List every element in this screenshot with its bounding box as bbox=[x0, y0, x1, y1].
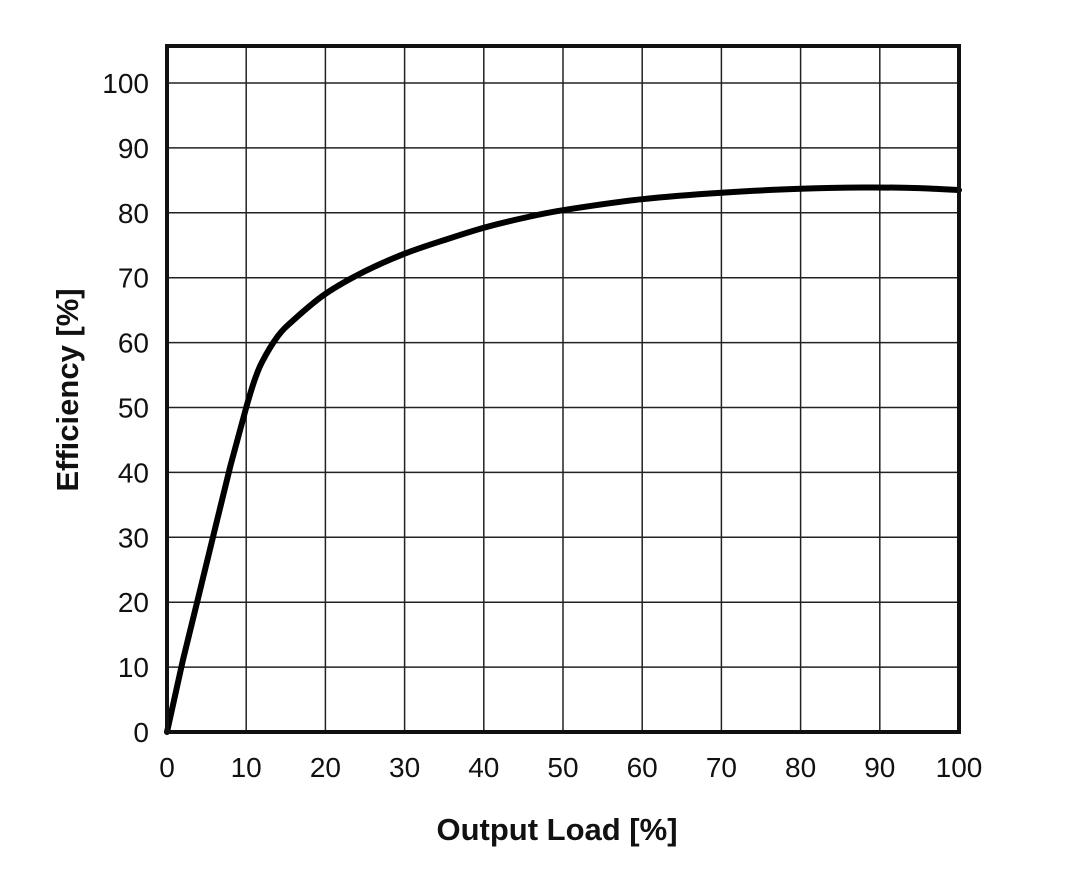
y-tick-label: 80 bbox=[118, 198, 149, 229]
efficiency-curve bbox=[164, 184, 962, 735]
y-tick-label: 90 bbox=[118, 133, 149, 164]
y-tick-label: 40 bbox=[118, 457, 149, 488]
x-axis-ticks: 0 10 20 30 40 50 60 70 80 90 100 bbox=[159, 752, 982, 783]
y-tick-label: 20 bbox=[118, 587, 149, 618]
y-tick-label: 30 bbox=[118, 522, 149, 553]
x-tick-label: 0 bbox=[159, 752, 175, 783]
y-tick-label: 100 bbox=[102, 68, 149, 99]
x-tick-label: 20 bbox=[310, 752, 341, 783]
x-tick-label: 50 bbox=[547, 752, 578, 783]
y-axis-ticks: 0 10 20 30 40 50 60 70 80 90 100 bbox=[102, 68, 149, 748]
y-tick-label: 50 bbox=[118, 393, 149, 424]
grid bbox=[166, 46, 960, 733]
x-tick-label: 30 bbox=[389, 752, 420, 783]
y-tick-label: 70 bbox=[118, 263, 149, 294]
y-tick-label: 0 bbox=[133, 717, 149, 748]
y-axis-title: Efficiency [%] bbox=[50, 288, 85, 491]
y-tick-label: 10 bbox=[118, 652, 149, 683]
x-tick-label: 80 bbox=[785, 752, 816, 783]
x-tick-label: 10 bbox=[231, 752, 262, 783]
x-tick-label: 100 bbox=[936, 752, 983, 783]
x-tick-label: 60 bbox=[627, 752, 658, 783]
plot-frame bbox=[165, 44, 961, 734]
x-axis-title: Output Load [%] bbox=[436, 812, 677, 847]
series-layer bbox=[164, 184, 962, 735]
x-tick-label: 90 bbox=[864, 752, 895, 783]
y-tick-label: 60 bbox=[118, 328, 149, 359]
x-tick-label: 40 bbox=[468, 752, 499, 783]
x-tick-label: 70 bbox=[706, 752, 737, 783]
